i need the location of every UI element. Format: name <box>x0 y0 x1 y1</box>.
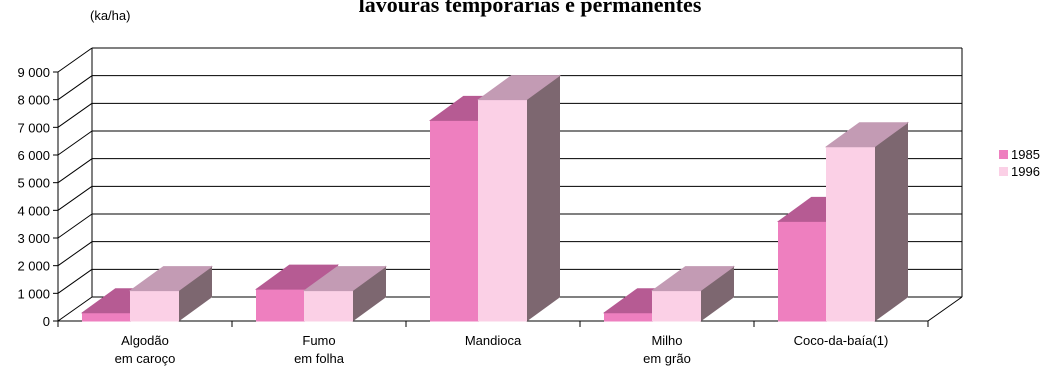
bar-top-face <box>128 266 214 292</box>
y-tick-label: 8 000 <box>17 93 50 108</box>
bar-top-face <box>650 266 736 292</box>
bar-front-face <box>130 290 179 322</box>
gridline-side <box>57 268 93 294</box>
legend-label-1996: 1996 <box>1011 164 1040 179</box>
bars <box>80 74 910 322</box>
bar-front-face <box>652 290 701 322</box>
x-category-label: Algodão <box>121 333 169 348</box>
bar-front-face <box>604 312 653 322</box>
gridline-side <box>57 47 93 73</box>
x-category-label: em folha <box>294 351 345 366</box>
gridline-side <box>57 185 93 211</box>
y-tick-label: 5 000 <box>17 176 50 191</box>
x-category-label: Milho <box>651 333 682 348</box>
floor-right-edge <box>927 296 963 322</box>
x-category-label: em caroço <box>115 351 176 366</box>
bar-1996 <box>824 121 910 322</box>
gridline-side <box>57 213 93 239</box>
x-category-label: Mandioca <box>465 333 522 348</box>
legend-swatch-1996 <box>999 167 1008 176</box>
y-axis-unit-label: (ka/ha) <box>90 8 130 23</box>
bar-top-face <box>254 264 340 290</box>
chart-title: lavouras temporárias e permanentes <box>359 0 702 17</box>
bar-side-face <box>874 121 908 322</box>
bar-top-face <box>302 266 388 292</box>
x-category-label: Coco-da-baía(1) <box>794 333 889 348</box>
bar-1996 <box>650 265 736 322</box>
gridline-side <box>57 296 93 322</box>
gridline-side <box>57 75 93 101</box>
bar-front-face <box>778 220 827 322</box>
legend-swatch-1985 <box>999 150 1008 159</box>
bar-1996 <box>302 265 388 322</box>
gridline-side <box>57 102 93 128</box>
y-tick-label: 3 000 <box>17 231 50 246</box>
bar-front-face <box>430 119 479 322</box>
y-tick-label: 4 000 <box>17 203 50 218</box>
bar-front-face <box>478 99 527 322</box>
y-tick-label: 0 <box>43 314 50 329</box>
bar-front-face <box>256 288 305 322</box>
bar-front-face <box>304 290 353 322</box>
bar-1996 <box>128 265 214 322</box>
bar-front-face <box>82 312 131 322</box>
bar-1996 <box>476 74 562 322</box>
bar-front-face <box>826 146 875 322</box>
legend-label-1985: 1985 <box>1011 147 1040 162</box>
bar-top-face <box>476 75 562 101</box>
axis-labels: 0 1 000 2 000 3 000 4 000 5 000 6 000 7 000 8 00… <box>17 65 888 366</box>
y-tick-label: 6 000 <box>17 148 50 163</box>
bar-top-face <box>824 122 910 148</box>
y-tick-label: 1 000 <box>17 286 50 301</box>
y-tick-label: 2 000 <box>17 259 50 274</box>
legend: 1985 1996 <box>999 147 1040 179</box>
gridline-side <box>57 130 93 156</box>
y-tick-label: 7 000 <box>17 120 50 135</box>
y-tick-label: 9 000 <box>17 65 50 80</box>
gridline-side <box>57 158 93 184</box>
bar-side-face <box>526 74 560 322</box>
x-category-label: em grão <box>643 351 691 366</box>
gridline-side <box>57 241 93 267</box>
x-category-label: Fumo <box>302 333 335 348</box>
